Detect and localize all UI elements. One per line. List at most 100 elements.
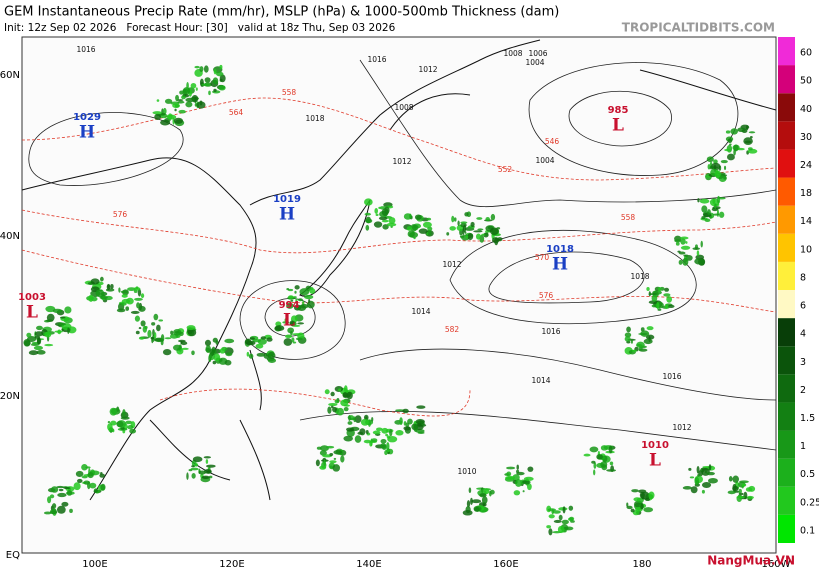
precip-cell [88, 294, 94, 302]
lat-label: 40N [0, 231, 20, 242]
precip-cell [467, 233, 474, 241]
precip-cell [26, 332, 32, 338]
precip-cell [446, 232, 450, 236]
precip-cell [714, 170, 721, 178]
precip-cell [624, 336, 631, 342]
precip-cell [381, 219, 389, 223]
precip-cell [739, 480, 749, 484]
precip-cell [470, 497, 473, 505]
isobar [449, 229, 697, 325]
isobar-label: 1016 [76, 45, 95, 54]
precip-cell [125, 420, 133, 425]
precip-cell [81, 475, 88, 479]
precip-cell [49, 494, 55, 499]
precip-cell [651, 304, 658, 308]
precip-cell [484, 488, 490, 495]
center-pressure: 994 [279, 300, 300, 311]
precip-cell [730, 128, 738, 135]
precip-cell [81, 464, 88, 471]
precip-cell [177, 100, 185, 104]
precip-cell [685, 241, 688, 244]
lat-label: 20N [0, 391, 20, 402]
precip-cell [36, 350, 46, 355]
precip-cell [191, 465, 195, 468]
precip-cell [147, 329, 152, 338]
precip-cell [706, 156, 714, 163]
precip-cell [718, 211, 725, 218]
center-letter: H [552, 255, 568, 275]
precip-cell [378, 216, 388, 221]
coastline [389, 69, 777, 131]
precip-cell [160, 112, 166, 116]
precip-cell [557, 525, 565, 534]
precip-cell [190, 467, 199, 471]
precip-cell [708, 477, 718, 484]
precip-cell [225, 352, 233, 357]
precip-cell [213, 88, 217, 92]
lat-label: 60N [0, 70, 20, 81]
precip-cell [299, 288, 310, 296]
precip-cell [294, 290, 297, 294]
thickness-label: 564 [229, 108, 244, 117]
precip-cell [364, 198, 373, 206]
precip-cell [406, 226, 412, 231]
precip-cell [465, 235, 469, 239]
precip-cell [516, 464, 519, 470]
precip-cell [516, 469, 520, 474]
thickness-line [159, 388, 471, 417]
precip-cell [678, 259, 683, 265]
precip-cell [505, 475, 516, 480]
precip-cell [736, 147, 745, 151]
precip-cell [56, 485, 65, 489]
precip-cell [190, 82, 197, 89]
center-letter: H [79, 123, 95, 143]
colorbar-segment [778, 514, 795, 543]
center-pressure: 1010 [641, 440, 669, 451]
precip-cell [636, 341, 645, 348]
precip-cell [453, 217, 457, 222]
precip-cell [666, 296, 673, 303]
precip-cell [724, 148, 732, 152]
precip-cell [185, 101, 193, 108]
precip-cell [107, 423, 113, 431]
precip-cell [513, 490, 521, 496]
precip-cell [548, 514, 555, 519]
precip-cell [133, 287, 141, 291]
precip-cell [75, 470, 84, 477]
map-frame [21, 36, 777, 554]
precip-cell [174, 108, 177, 112]
precip-cell [297, 304, 307, 311]
precip-cell [212, 360, 217, 365]
colorbar-label: 50 [800, 76, 812, 87]
center-pressure: 1019 [273, 194, 301, 205]
precip-cell [596, 453, 603, 460]
precip-cell [319, 450, 327, 456]
map [21, 36, 777, 554]
isobar-label: 1010 [457, 467, 476, 476]
precip-cell [260, 336, 267, 340]
isobar-label: 1018 [630, 272, 649, 281]
precip-cell [198, 470, 207, 475]
precip-cell [87, 481, 91, 490]
precip-cell [682, 258, 689, 266]
precip-cell [306, 300, 315, 309]
precip-cell [665, 303, 669, 309]
precip-cell [329, 460, 337, 464]
thickness-label: 558 [621, 213, 636, 222]
precip-cell [569, 516, 575, 521]
isobar-label: 1006 [528, 49, 547, 58]
precip-cell [680, 245, 691, 250]
precip-cell [402, 408, 409, 414]
colorbar-label: 24 [800, 160, 812, 171]
precip-cell [201, 475, 210, 479]
precip-cell [415, 418, 425, 425]
precip-cell [473, 230, 483, 233]
precip-cell [707, 209, 711, 215]
lon-label: 140E [356, 559, 381, 570]
precip-cell [626, 326, 631, 333]
precip-cell [204, 77, 211, 83]
precip-cell [167, 113, 173, 120]
precip-cell [287, 327, 295, 334]
precip-cell [643, 338, 653, 345]
precip-cell [297, 298, 303, 302]
